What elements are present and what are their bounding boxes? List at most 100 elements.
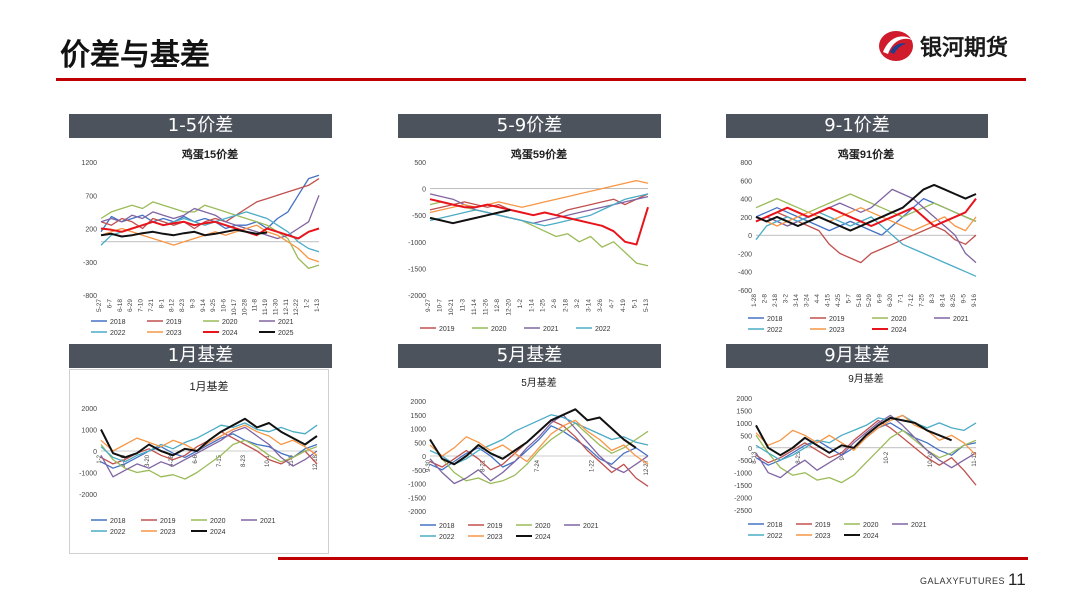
x-tick-label: 12-22 [293, 299, 300, 316]
legend-label: 2023 [829, 327, 845, 334]
x-tick-label: 1-2 [97, 454, 103, 463]
x-tick-label: 10-1 [265, 454, 271, 467]
series-line-2023 [755, 207, 977, 232]
x-tick-label: 11-26 [482, 299, 489, 316]
series-line-2022 [429, 414, 649, 465]
y-tick-label: -2500 [734, 508, 752, 515]
x-tick-label: 11-14 [471, 299, 478, 316]
x-tick-label: 3-24 [803, 294, 810, 307]
x-tick-label: 1-2 [517, 299, 524, 309]
x-tick-label: 4-4 [814, 294, 821, 304]
legend-label: 2020 [210, 518, 226, 525]
x-tick-label: 2-8 [761, 294, 768, 304]
x-tick-label: 10-6 [221, 299, 228, 312]
x-tick-label: 11-3 [459, 299, 466, 312]
company-logo: 银河期货 [876, 26, 1036, 70]
x-tick-label: 1-13 [314, 299, 321, 312]
y-tick-label: -800 [83, 293, 97, 300]
galaxy-logo-icon [879, 31, 913, 61]
x-tick-label: 3-14 [586, 299, 593, 312]
footer-rule [278, 557, 1028, 560]
series-line-2018 [755, 422, 977, 466]
y-tick-label: 200 [740, 215, 752, 222]
legend-label: 2024 [863, 533, 879, 540]
x-tick-label: 7-25 [919, 294, 926, 307]
x-tick-label: 6-29 [127, 299, 134, 312]
x-tick-label: 8-3 [929, 294, 936, 304]
x-tick-label: 8-23 [179, 299, 186, 312]
series-line-2020 [100, 439, 318, 480]
legend-label: 2022 [439, 534, 455, 541]
y-tick-label: 500 [740, 433, 752, 440]
page-title: 价差与基差 [60, 38, 210, 73]
y-tick-label: -1000 [408, 240, 426, 247]
y-tick-label: -1500 [408, 266, 426, 273]
x-tick-label: 6-9 [877, 294, 884, 304]
panel-header-sep-basis: 9月基差 [726, 344, 988, 368]
x-tick-label: 5-29 [866, 294, 873, 307]
y-tick-label: 1000 [410, 427, 426, 434]
y-tick-label: 600 [740, 178, 752, 185]
series-line-2019 [755, 419, 977, 486]
series-line-2024 [429, 408, 637, 466]
y-tick-label: -2000 [408, 293, 426, 300]
y-tick-label: 0 [748, 233, 752, 240]
legend-label: 2018 [110, 319, 126, 326]
panel-header-1-5: 1-5价差 [69, 114, 332, 138]
x-tick-label: 10-21 [448, 299, 455, 316]
chart-title: 1月基差 [189, 379, 228, 393]
chart-title: 鸡蛋91价差 [837, 147, 894, 161]
series-line-2025 [755, 183, 977, 232]
y-tick-label: 800 [740, 160, 752, 167]
y-tick-label: -2000 [79, 492, 97, 499]
legend-label: 2022 [595, 326, 611, 333]
legend-label: 2024 [535, 534, 551, 541]
x-tick-label: 10-17 [231, 299, 238, 316]
panel-header-jan-basis: 1月基差 [69, 344, 332, 368]
x-tick-label: 9-3 [189, 299, 196, 309]
x-tick-label: 2-18 [772, 294, 779, 307]
y-tick-label: -1000 [79, 471, 97, 478]
x-tick-label: 6-18 [117, 299, 124, 312]
y-tick-label: -2000 [408, 509, 426, 516]
legend-label: 2021 [543, 326, 559, 333]
y-tick-label: 500 [414, 440, 426, 447]
x-tick-label: 7-10 [138, 299, 145, 312]
x-tick-label: 11-13 [972, 451, 978, 467]
series-line-2021 [100, 195, 320, 240]
x-tick-label: 4-19 [620, 299, 627, 312]
y-tick-label: -400 [738, 270, 752, 277]
chart-title: 9月基差 [848, 372, 884, 385]
x-tick-label: 4-28 [169, 454, 175, 467]
y-tick-label: -2000 [734, 496, 752, 503]
series-line-2024 [429, 198, 649, 246]
x-tick-label: 1-2 [304, 299, 311, 309]
x-tick-label: 8-23 [241, 454, 247, 467]
series-line-2018 [429, 425, 649, 471]
series-line-2023 [755, 414, 977, 456]
series-line-2022 [755, 414, 977, 461]
x-tick-label: 12-8 [494, 299, 501, 312]
x-tick-label: 9-14 [200, 299, 207, 312]
chart-frame [69, 369, 329, 554]
x-tick-label: 3-2 [782, 294, 789, 304]
series-line-2021 [755, 414, 977, 479]
legend-label: 2020 [491, 326, 507, 333]
series-line-2025 [429, 208, 511, 225]
x-tick-label: 3-20 [145, 454, 151, 467]
series-line-2020 [755, 429, 977, 484]
x-tick-label: 10-2 [884, 451, 890, 464]
legend-label: 2019 [815, 522, 831, 529]
legend-label: 2019 [829, 316, 845, 323]
series-line-2025 [100, 228, 268, 238]
series-line-2022 [429, 193, 649, 227]
y-tick-label: -200 [738, 251, 752, 258]
series-line-2020 [755, 193, 977, 222]
legend-label: 2020 [535, 523, 551, 530]
x-tick-label: 2-18 [563, 299, 570, 312]
x-tick-label: 5-1 [632, 299, 639, 309]
x-tick-label: 1-25 [540, 299, 547, 312]
legend-label: 2021 [911, 522, 927, 529]
y-tick-label: 0 [748, 446, 752, 453]
chart-title: 鸡蛋15价差 [181, 147, 238, 161]
